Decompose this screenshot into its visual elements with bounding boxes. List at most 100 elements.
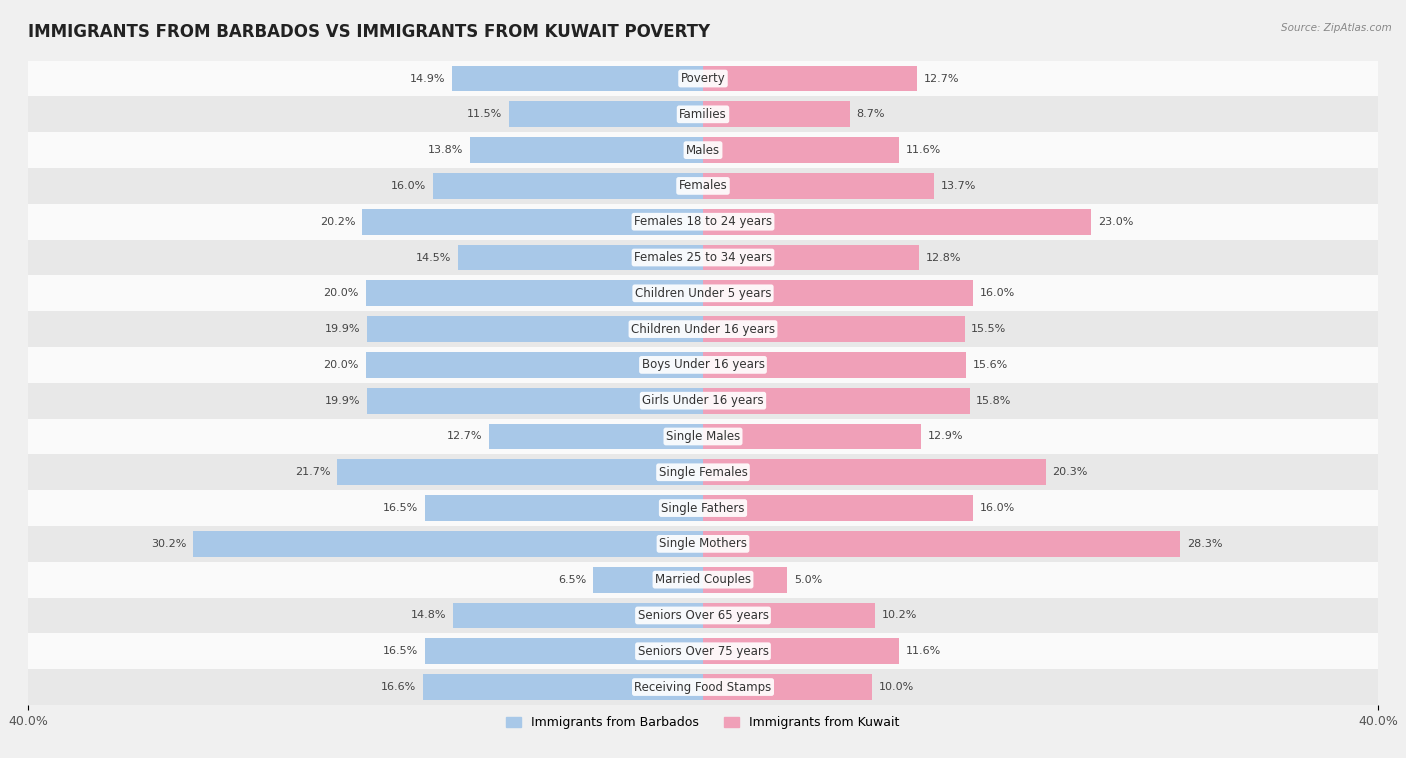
Text: 21.7%: 21.7% [295, 467, 330, 478]
Text: 6.5%: 6.5% [558, 575, 586, 584]
Text: 11.6%: 11.6% [905, 647, 941, 656]
Text: Females 18 to 24 years: Females 18 to 24 years [634, 215, 772, 228]
Bar [451, 66, 703, 92]
Bar [703, 638, 898, 664]
Bar [28, 240, 1378, 275]
Text: 15.5%: 15.5% [972, 324, 1007, 334]
Text: 16.0%: 16.0% [391, 181, 426, 191]
Bar [703, 495, 973, 521]
Bar [28, 275, 1378, 312]
Bar [703, 280, 973, 306]
Bar [366, 352, 703, 377]
Bar [366, 280, 703, 306]
Text: 5.0%: 5.0% [794, 575, 823, 584]
Bar [703, 66, 917, 92]
Bar [28, 61, 1378, 96]
Text: Females: Females [679, 180, 727, 193]
Bar [703, 603, 875, 628]
Bar [433, 173, 703, 199]
Bar [367, 388, 703, 414]
Bar [28, 562, 1378, 597]
Text: 19.9%: 19.9% [325, 396, 360, 406]
Bar [458, 245, 703, 271]
Text: Receiving Food Stamps: Receiving Food Stamps [634, 681, 772, 694]
Bar [28, 669, 1378, 705]
Text: 14.8%: 14.8% [411, 610, 447, 621]
Text: Source: ZipAtlas.com: Source: ZipAtlas.com [1281, 23, 1392, 33]
Text: Seniors Over 75 years: Seniors Over 75 years [637, 645, 769, 658]
Bar [28, 204, 1378, 240]
Text: 16.5%: 16.5% [382, 503, 418, 513]
Text: Single Females: Single Females [658, 465, 748, 479]
Text: Single Fathers: Single Fathers [661, 502, 745, 515]
Text: 20.2%: 20.2% [321, 217, 356, 227]
Text: 10.0%: 10.0% [879, 682, 914, 692]
Bar [28, 312, 1378, 347]
Bar [703, 137, 898, 163]
Text: 20.3%: 20.3% [1052, 467, 1088, 478]
Bar [703, 208, 1091, 235]
Bar [28, 634, 1378, 669]
Text: 15.6%: 15.6% [973, 360, 1008, 370]
Text: Single Mothers: Single Mothers [659, 537, 747, 550]
Text: 14.9%: 14.9% [409, 74, 444, 83]
Bar [425, 638, 703, 664]
Bar [703, 567, 787, 593]
Text: 12.8%: 12.8% [925, 252, 962, 262]
Bar [337, 459, 703, 485]
Text: 12.7%: 12.7% [447, 431, 482, 441]
Text: 12.7%: 12.7% [924, 74, 959, 83]
Bar [425, 495, 703, 521]
Bar [28, 168, 1378, 204]
Bar [367, 316, 703, 342]
Text: Males: Males [686, 143, 720, 157]
Text: Boys Under 16 years: Boys Under 16 years [641, 359, 765, 371]
Bar [453, 603, 703, 628]
Text: Single Males: Single Males [666, 430, 740, 443]
Text: 12.9%: 12.9% [928, 431, 963, 441]
Text: 15.8%: 15.8% [976, 396, 1012, 406]
Text: Seniors Over 65 years: Seniors Over 65 years [637, 609, 769, 622]
Text: 30.2%: 30.2% [152, 539, 187, 549]
Bar [703, 316, 965, 342]
Text: 19.9%: 19.9% [325, 324, 360, 334]
Text: 23.0%: 23.0% [1098, 217, 1133, 227]
Bar [703, 531, 1181, 556]
Bar [28, 347, 1378, 383]
Bar [28, 597, 1378, 634]
Text: 10.2%: 10.2% [882, 610, 917, 621]
Text: Girls Under 16 years: Girls Under 16 years [643, 394, 763, 407]
Text: 16.0%: 16.0% [980, 288, 1015, 299]
Bar [703, 674, 872, 700]
Bar [509, 102, 703, 127]
Text: IMMIGRANTS FROM BARBADOS VS IMMIGRANTS FROM KUWAIT POVERTY: IMMIGRANTS FROM BARBADOS VS IMMIGRANTS F… [28, 23, 710, 41]
Text: 20.0%: 20.0% [323, 360, 359, 370]
Bar [28, 96, 1378, 132]
Text: 8.7%: 8.7% [856, 109, 884, 119]
Text: Families: Families [679, 108, 727, 121]
Bar [703, 102, 849, 127]
Bar [593, 567, 703, 593]
Bar [703, 173, 934, 199]
Text: 16.0%: 16.0% [980, 503, 1015, 513]
Bar [28, 490, 1378, 526]
Text: Married Couples: Married Couples [655, 573, 751, 586]
Text: Females 25 to 34 years: Females 25 to 34 years [634, 251, 772, 264]
Bar [703, 459, 1046, 485]
Bar [423, 674, 703, 700]
Text: 16.5%: 16.5% [382, 647, 418, 656]
Bar [703, 352, 966, 377]
Text: 13.8%: 13.8% [427, 145, 464, 155]
Text: Poverty: Poverty [681, 72, 725, 85]
Text: 28.3%: 28.3% [1187, 539, 1223, 549]
Text: Children Under 5 years: Children Under 5 years [634, 287, 772, 300]
Bar [28, 418, 1378, 454]
Bar [489, 424, 703, 449]
Bar [363, 208, 703, 235]
Text: 16.6%: 16.6% [381, 682, 416, 692]
Bar [28, 383, 1378, 418]
Bar [470, 137, 703, 163]
Legend: Immigrants from Barbados, Immigrants from Kuwait: Immigrants from Barbados, Immigrants fro… [502, 711, 904, 735]
Text: Children Under 16 years: Children Under 16 years [631, 323, 775, 336]
Text: 11.5%: 11.5% [467, 109, 502, 119]
